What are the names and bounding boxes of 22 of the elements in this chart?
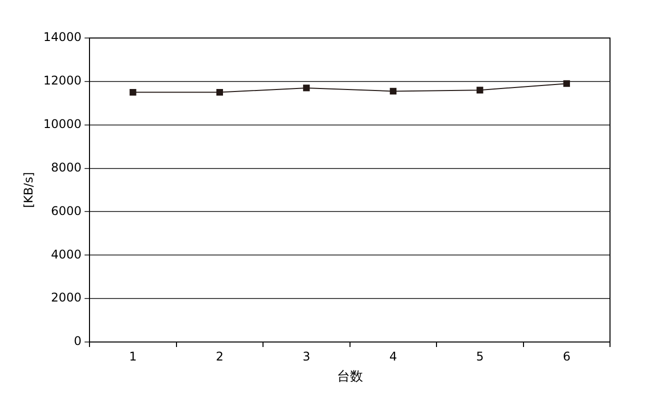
x-tick-label: 1: [129, 349, 137, 364]
point: [130, 88, 136, 96]
x-tick-label: 6: [562, 349, 570, 364]
y-tick-label: 6000: [51, 204, 82, 218]
y-tick-label: 8000: [51, 160, 82, 174]
point: [476, 86, 484, 94]
x-tick-label: 3: [302, 349, 310, 364]
x-tick-label: 5: [476, 349, 484, 364]
point: [303, 84, 310, 92]
x-tick-label: 2: [216, 349, 224, 364]
x-tick-label: 4: [389, 349, 397, 364]
point: [390, 88, 396, 95]
y-tick-label: 4000: [51, 247, 82, 262]
point: [563, 80, 570, 87]
y-axis-title: [KB/s]: [21, 172, 36, 208]
y-tick-label: 12000: [43, 74, 82, 88]
point: [216, 88, 224, 96]
x-axis-title: 台数: [336, 370, 363, 385]
y-tick-label: 14000: [43, 30, 82, 44]
y-tick-label: 10000: [43, 116, 82, 131]
y-tick-label: 2000: [51, 290, 82, 305]
y-tick-label: 0: [74, 334, 82, 348]
